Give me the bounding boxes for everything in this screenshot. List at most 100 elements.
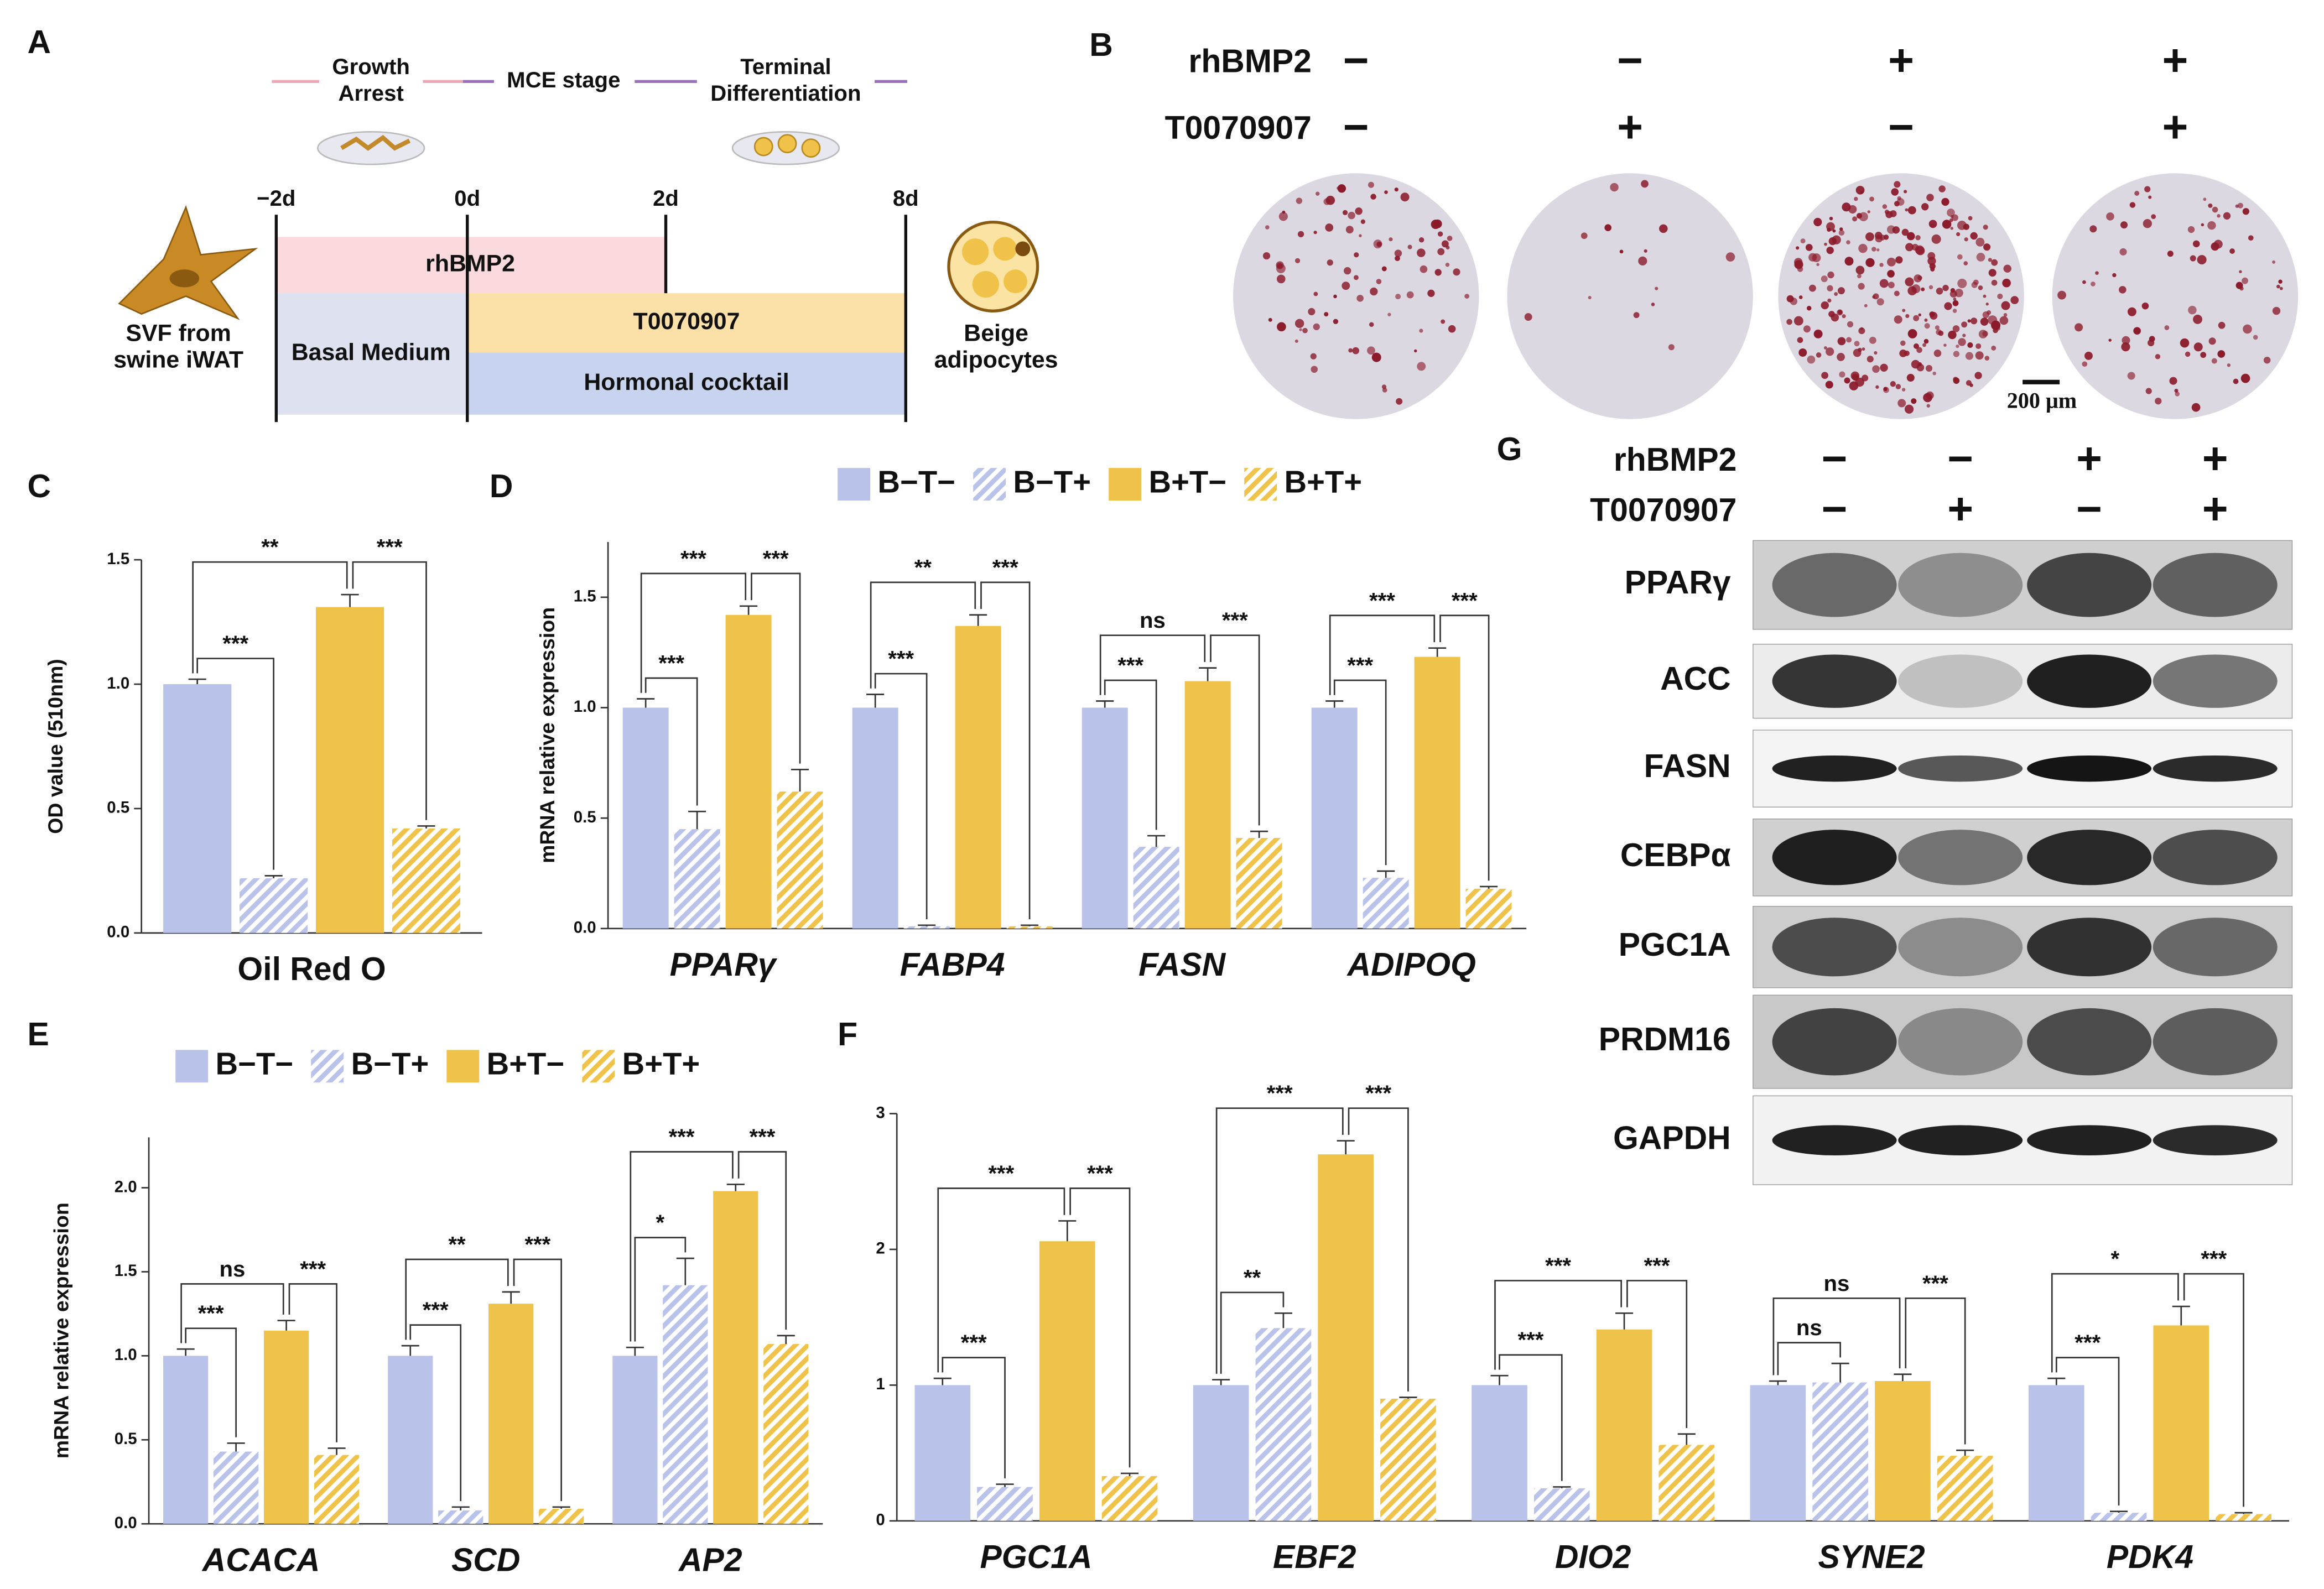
stain-dot (1310, 353, 1317, 360)
stain-dot (1395, 294, 1401, 300)
significance-bracket (1104, 679, 1157, 830)
protein-label: ACC (1660, 661, 1731, 697)
significance-bracket (634, 1237, 687, 1342)
scale-bar-label: 200 μm (2007, 388, 2077, 413)
category-label: PGC1A (980, 1539, 1092, 1575)
stain-dot (1367, 346, 1375, 355)
stain-dot (2127, 307, 2136, 316)
stain-dot (2001, 301, 2010, 310)
significance-bracket (1499, 1354, 1563, 1481)
stain-dot (1975, 237, 1985, 247)
cell-label: Beige (964, 320, 1028, 346)
stain-dot (1619, 249, 1624, 254)
y-tick-label: 0.0 (574, 919, 596, 937)
stain-dot (1911, 398, 1917, 404)
stain-dot (1327, 259, 1333, 266)
significance-label: ns (1140, 608, 1166, 633)
blot-band (2027, 918, 2152, 977)
stage-label: Arrest (339, 81, 404, 106)
stain-dot (1839, 371, 1845, 378)
stain-dot (1892, 226, 1900, 234)
significance-label: *** (658, 651, 684, 676)
stain-dot (1984, 356, 1990, 361)
stain-dot (1447, 236, 1453, 241)
stain-dot (1916, 363, 1925, 372)
stain-dot (1933, 349, 1942, 357)
category-label: AP2 (678, 1542, 742, 1578)
significance-bracket (751, 572, 801, 764)
stain-dot (1644, 249, 1647, 253)
y-axis-label: OD value (510nm) (44, 659, 67, 834)
stain-dot (1829, 216, 1833, 221)
stain-dot (1928, 285, 1933, 290)
bar (1236, 838, 1282, 929)
stain-dot (1831, 313, 1839, 322)
bar (240, 878, 308, 933)
treatment-box (467, 293, 906, 353)
stain-dot (1906, 232, 1915, 241)
stain-dot (1869, 196, 1874, 202)
category-label: SYNE2 (1818, 1539, 1925, 1575)
stain-dot (2112, 273, 2117, 278)
stain-dot (2169, 377, 2177, 385)
stain-dot (1798, 295, 1803, 299)
blot-band (2153, 654, 2278, 708)
stain-dot (1839, 227, 1843, 231)
protein-label: GAPDH (1613, 1120, 1731, 1156)
stain-dot (1437, 248, 1445, 256)
bar (725, 614, 772, 929)
stain-dot (1805, 244, 1813, 251)
bar (1472, 1385, 1527, 1521)
legend-swatch (446, 1050, 480, 1083)
significance-bracket (180, 1283, 284, 1343)
stain-dot (1925, 364, 1933, 372)
cell-label: swine iWAT (113, 347, 243, 373)
stain-dot (2235, 282, 2243, 289)
y-tick-label: 2 (876, 1239, 885, 1258)
stain-dot (1407, 244, 1412, 249)
stain-dot (1354, 275, 1359, 280)
stain-dot (2108, 338, 2112, 342)
stain-dot (2272, 306, 2281, 315)
stain-dot (1864, 304, 1868, 308)
stain-dot (1803, 325, 1811, 333)
stain-dot (2121, 342, 2130, 352)
stain-dot (1356, 295, 1364, 302)
stain-dot (1394, 249, 1402, 257)
panel-label: C (28, 468, 51, 504)
stain-dot (1894, 290, 1900, 296)
error-bar (341, 593, 359, 607)
stain-dot (1922, 343, 1926, 347)
stain-dot (1796, 246, 1800, 250)
significance-bracket (630, 1151, 734, 1342)
well-image (1233, 173, 1479, 419)
stain-dot (1852, 374, 1859, 381)
stain-dot (1604, 224, 1611, 231)
nucleus-icon (1015, 241, 1031, 257)
stain-dot (1931, 234, 1941, 244)
legend-swatch (838, 468, 871, 501)
stain-dot (1352, 347, 1360, 355)
error-bar (227, 1442, 245, 1452)
significance-label: ** (261, 535, 279, 560)
stain-dot (1345, 226, 1354, 234)
stain-dot (2144, 186, 2151, 192)
stain-dot (1901, 388, 1906, 392)
blot-band (1772, 755, 1897, 782)
stain-dot (1384, 190, 1388, 194)
stain-dot (1580, 232, 1588, 239)
stain-dot (1895, 384, 1901, 389)
error-bar (327, 1447, 346, 1455)
bar (1006, 926, 1053, 929)
y-tick-label: 1 (876, 1375, 885, 1393)
stain-dot (1918, 313, 1921, 317)
stain-dot (1389, 237, 1393, 242)
stain-dot (1904, 404, 1914, 414)
error-bar (626, 1346, 644, 1356)
significance-bracket (1210, 634, 1260, 826)
significance-label: *** (680, 546, 706, 571)
stain-dot (2167, 251, 2174, 257)
stain-dot (1967, 342, 1973, 348)
stain-dot (1359, 234, 1362, 237)
